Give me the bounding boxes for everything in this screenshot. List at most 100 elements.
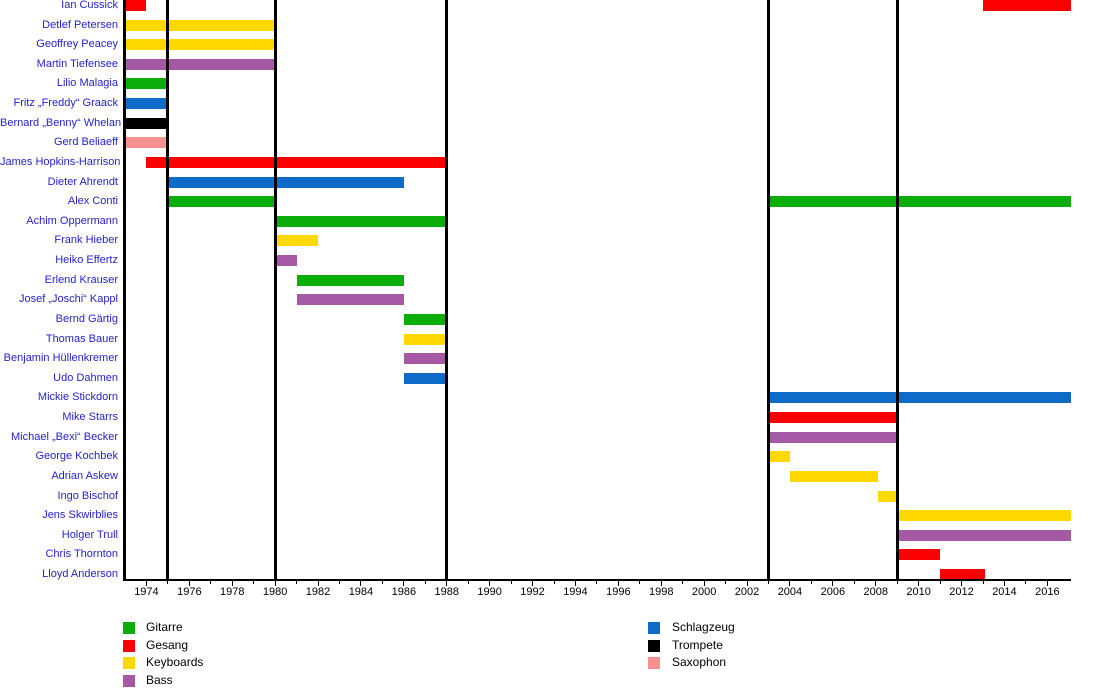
axis-tick	[1003, 581, 1005, 586]
axis-tick	[274, 581, 276, 586]
member-name-link[interactable]: Alex Conti	[67, 195, 118, 208]
member-name-link[interactable]: Michael „Bexi“ Becker	[11, 430, 118, 443]
member-name-link[interactable]: Erlend Krauser	[44, 273, 118, 286]
timeline-bar	[125, 19, 276, 31]
timeline-bar	[125, 39, 276, 51]
axis-tick-label: 1996	[606, 586, 631, 598]
legend-swatch-saxophon	[648, 657, 660, 670]
member-name-link[interactable]: Udo Dahmen	[53, 371, 118, 384]
timeline-bar	[897, 510, 1071, 522]
member-name-link[interactable]: James Hopkins-Harrison	[0, 155, 121, 168]
axis-tick	[532, 581, 534, 586]
legend-swatch-schlagzeug	[648, 622, 660, 634]
member-name-link[interactable]: George Kochbek	[35, 450, 118, 463]
axis-tick	[253, 581, 255, 584]
member-name-link[interactable]: Geoffrey Peacey	[36, 38, 118, 51]
timeline-bar	[897, 549, 941, 561]
timeline-bar	[768, 412, 898, 424]
timeline-bar	[125, 0, 147, 11]
axis-tick-label: 2012	[949, 586, 974, 598]
axis-tick	[639, 581, 641, 584]
member-name-link[interactable]: Mike Starrs	[62, 411, 118, 424]
member-name-link[interactable]: Frank Hieber	[54, 234, 118, 247]
axis-tick-label: 1974	[134, 586, 159, 598]
timeline-bar	[296, 294, 404, 306]
timeline-bar	[877, 490, 898, 502]
axis-tick-label: 2006	[820, 586, 846, 598]
legend-swatch-bass	[123, 675, 135, 688]
axis-tick	[167, 581, 169, 584]
axis-tick-label: 2010	[906, 586, 931, 598]
member-name-link[interactable]: Ian Cussick	[61, 0, 118, 11]
axis-tick-label: 1980	[262, 586, 288, 598]
timeline-bar	[768, 196, 1071, 208]
axis-tick	[381, 581, 383, 584]
timeline-bar	[167, 196, 276, 208]
timeline-bar	[403, 313, 447, 325]
legend-label-saxophon: Saxophon	[672, 655, 727, 670]
member-name-link[interactable]: Thomas Bauer	[45, 332, 118, 345]
axis-tick	[424, 581, 426, 584]
member-name-link[interactable]: Fritz „Freddy“ Graack	[13, 97, 118, 110]
timeline-bar	[768, 431, 898, 443]
member-name-link[interactable]: Martin Tiefensee	[36, 57, 118, 70]
member-name-link[interactable]: Lloyd Anderson	[42, 567, 118, 580]
axis-tick-label: 2016	[1035, 586, 1060, 598]
member-name-link[interactable]: Adrian Askew	[51, 469, 118, 482]
timeline-bar	[983, 0, 1071, 11]
member-name-link[interactable]: Ingo Bischof	[57, 489, 118, 502]
axis-tick	[832, 581, 834, 586]
axis-tick	[746, 581, 748, 586]
member-name-link[interactable]: Achim Oppermann	[26, 214, 118, 227]
axis-tick-label: 1978	[220, 586, 245, 598]
axis-tick	[231, 581, 233, 586]
member-name-link[interactable]: Chris Thornton	[45, 548, 118, 561]
timeline-bar	[275, 255, 297, 267]
timeline-bar	[125, 98, 168, 110]
axis-tick	[1046, 581, 1048, 586]
axis-tick-label: 1998	[649, 586, 674, 598]
legend-swatch-gitarre	[123, 622, 135, 634]
axis-tick	[553, 581, 555, 584]
legend-label-keyboards: Keyboards	[146, 655, 204, 670]
axis-tick	[296, 581, 298, 584]
axis-tick	[403, 581, 405, 586]
timeline-bar	[768, 392, 1071, 404]
member-name-link[interactable]: Bernd Gärtig	[55, 312, 118, 325]
member-name-link[interactable]: Jens Skwirblies	[42, 509, 118, 522]
member-name-link[interactable]: Holger Trull	[61, 528, 118, 541]
member-name-link[interactable]: Bernard „Benny“ Whelan	[0, 116, 122, 129]
axis-tick-label: 2014	[992, 586, 1017, 598]
axis-tick	[596, 581, 598, 584]
axis-tick	[682, 581, 684, 584]
timeline-bar	[940, 568, 986, 580]
member-name-link[interactable]: Gerd Beliaeff	[53, 136, 118, 149]
axis-tick-label: 1992	[520, 586, 545, 598]
phase-divider-line	[895, 0, 899, 581]
axis-tick	[467, 581, 469, 584]
axis-tick-label: 1984	[348, 586, 374, 598]
legend-swatch-keyboards	[123, 657, 135, 670]
timeline-bar	[296, 274, 404, 286]
member-name-link[interactable]: Mickie Stickdorn	[37, 391, 118, 404]
timeline-bar	[403, 372, 447, 384]
member-name-link[interactable]: Dieter Ahrendt	[47, 175, 118, 188]
legend-label-schlagzeug: Schlagzeug	[672, 620, 735, 634]
member-name-link[interactable]: Detlef Petersen	[42, 18, 118, 31]
axis-tick	[210, 581, 212, 584]
timeline-bar	[275, 215, 447, 227]
legend-swatch-trompete	[648, 639, 660, 652]
timeline-bar	[125, 58, 276, 70]
member-name-link[interactable]: Lilio Malagia	[56, 77, 118, 90]
axis-tick	[961, 581, 963, 586]
phase-divider-line	[445, 0, 449, 581]
axis-tick	[810, 581, 812, 584]
member-name-link[interactable]: Heiko Effertz	[55, 254, 118, 267]
member-name-link[interactable]: Josef „Joschi“ Kappl	[18, 293, 118, 306]
timeline-bar	[275, 235, 319, 247]
member-name-link[interactable]: Benjamin Hüllenkremer	[3, 352, 118, 365]
legend-label-gesang: Gesang	[146, 637, 189, 652]
axis-tick	[617, 581, 619, 586]
timeline-bar	[167, 176, 404, 188]
